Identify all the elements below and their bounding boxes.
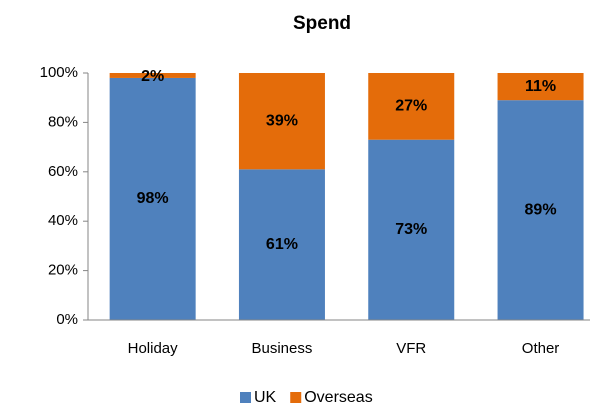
x-tick-label: Holiday [128, 340, 179, 357]
data-label: 98% [137, 190, 169, 207]
bar-segment [368, 73, 455, 140]
legend-label: Overseas [304, 389, 372, 406]
x-tick-label: VFR [396, 340, 426, 357]
data-label: 73% [395, 221, 427, 238]
bar-segment [497, 100, 584, 320]
bar-segment [238, 73, 325, 170]
legend-label: UK [254, 389, 277, 406]
y-tick-label: 20% [48, 262, 78, 279]
data-label: 89% [525, 201, 557, 218]
bar-segment [109, 73, 196, 78]
y-tick-label: 0% [56, 311, 78, 328]
bar-segment [368, 139, 455, 320]
y-tick-label: 100% [40, 64, 78, 81]
legend-swatch [240, 392, 251, 403]
chart-title: Spend [293, 13, 351, 34]
bar-segment [497, 73, 584, 101]
legend-swatch [290, 392, 302, 403]
data-label: 39% [266, 112, 298, 129]
y-tick-label: 60% [48, 163, 78, 180]
data-label: 61% [266, 236, 298, 253]
data-label: 2% [141, 68, 164, 85]
data-label: 27% [395, 98, 427, 115]
bar-segment [238, 169, 325, 320]
data-label: 11% [525, 78, 556, 95]
y-tick-label: 40% [48, 212, 78, 229]
x-tick-label: Other [522, 340, 560, 357]
y-tick-label: 80% [48, 113, 78, 130]
bar-segment [109, 77, 196, 320]
x-tick-label: Business [252, 340, 313, 357]
